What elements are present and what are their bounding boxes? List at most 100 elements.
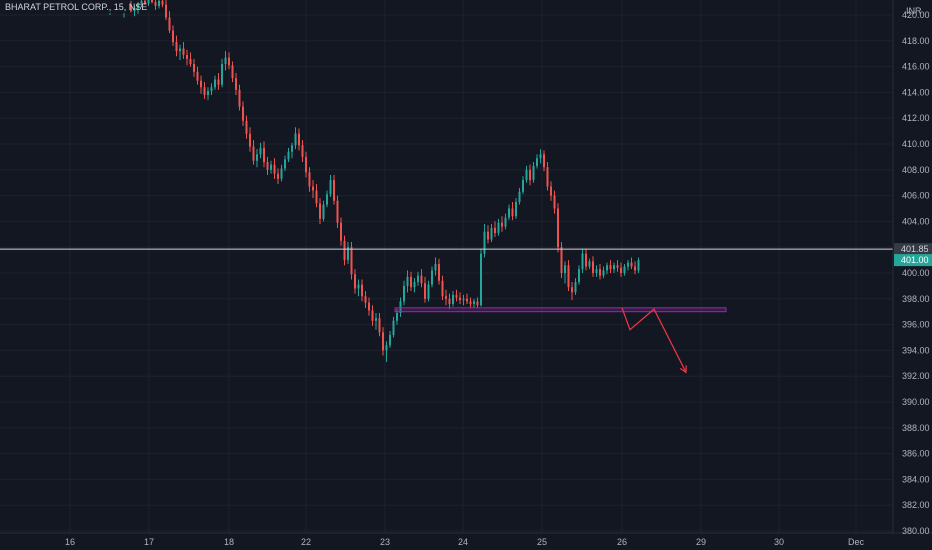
candle[interactable] xyxy=(417,271,419,286)
candle[interactable] xyxy=(560,242,563,279)
candle[interactable] xyxy=(550,181,552,201)
price-axis[interactable]: 420.00 418.00 416.00 414.00 412.00 410.00 408.… xyxy=(902,10,930,536)
candle[interactable] xyxy=(224,51,227,71)
candle[interactable] xyxy=(231,61,234,83)
candle[interactable] xyxy=(200,75,202,94)
candle[interactable] xyxy=(476,297,479,308)
candle[interactable] xyxy=(133,5,136,17)
candle[interactable] xyxy=(343,235,346,266)
candle[interactable] xyxy=(263,141,265,168)
candle[interactable] xyxy=(497,218,500,236)
candle[interactable] xyxy=(483,223,486,258)
candle[interactable] xyxy=(410,271,412,292)
candle[interactable] xyxy=(480,248,482,307)
candle[interactable] xyxy=(637,257,640,273)
candle[interactable] xyxy=(333,174,335,205)
candle[interactable] xyxy=(473,298,475,308)
candle[interactable] xyxy=(609,260,612,273)
candle[interactable] xyxy=(214,75,216,90)
candle[interactable] xyxy=(284,155,286,172)
candle[interactable] xyxy=(571,282,573,301)
candle[interactable] xyxy=(557,203,559,253)
candle[interactable] xyxy=(522,176,524,195)
candle[interactable] xyxy=(623,263,626,276)
candle[interactable] xyxy=(217,73,220,90)
candle[interactable] xyxy=(616,260,619,272)
candle[interactable] xyxy=(287,147,290,163)
candle[interactable] xyxy=(574,278,577,295)
candle[interactable] xyxy=(452,291,454,307)
candle[interactable] xyxy=(270,160,272,174)
candle[interactable] xyxy=(256,149,258,168)
candle[interactable] xyxy=(613,262,615,273)
candle[interactable] xyxy=(357,279,360,297)
candle[interactable] xyxy=(420,269,423,288)
projection-arrow-path[interactable] xyxy=(621,307,687,373)
candle[interactable] xyxy=(532,162,535,183)
candle[interactable] xyxy=(599,263,601,280)
candle[interactable] xyxy=(392,316,395,338)
candle[interactable] xyxy=(385,341,388,363)
candle[interactable] xyxy=(389,331,391,348)
candle[interactable] xyxy=(144,0,146,5)
candle[interactable] xyxy=(515,198,517,219)
candle[interactable] xyxy=(494,221,496,237)
candle[interactable] xyxy=(319,198,321,224)
candle[interactable] xyxy=(508,204,510,221)
candle[interactable] xyxy=(371,305,374,326)
candle[interactable] xyxy=(130,0,132,13)
candle[interactable] xyxy=(399,297,402,317)
candle[interactable] xyxy=(189,52,192,67)
candle[interactable] xyxy=(186,49,188,66)
candle[interactable] xyxy=(140,0,143,8)
drawing-overlays[interactable] xyxy=(0,248,893,374)
candle[interactable] xyxy=(434,257,437,276)
candle[interactable] xyxy=(347,242,349,264)
candle[interactable] xyxy=(312,180,314,199)
candle[interactable] xyxy=(378,312,381,337)
candle[interactable] xyxy=(438,258,440,285)
candle[interactable] xyxy=(235,73,237,95)
candle[interactable] xyxy=(266,156,269,175)
candle[interactable] xyxy=(459,292,461,304)
candle[interactable] xyxy=(581,248,584,273)
candle[interactable] xyxy=(315,183,318,208)
candle[interactable] xyxy=(578,265,580,285)
candle[interactable] xyxy=(175,35,178,57)
candle[interactable] xyxy=(627,260,629,271)
candle[interactable] xyxy=(518,187,521,205)
candle[interactable] xyxy=(602,266,605,279)
candle[interactable] xyxy=(487,225,489,244)
candle[interactable] xyxy=(406,270,409,293)
candle[interactable] xyxy=(539,149,542,164)
candle[interactable] xyxy=(364,291,367,308)
candle[interactable] xyxy=(354,269,356,294)
candle[interactable] xyxy=(273,158,276,179)
candle[interactable] xyxy=(242,101,244,126)
candle[interactable] xyxy=(553,190,556,214)
candle[interactable] xyxy=(413,278,416,293)
candle[interactable] xyxy=(543,150,545,172)
candle[interactable] xyxy=(245,115,248,139)
candle[interactable] xyxy=(298,128,300,151)
candle[interactable] xyxy=(154,0,157,10)
candle[interactable] xyxy=(511,202,514,221)
candle[interactable] xyxy=(329,174,332,197)
candle[interactable] xyxy=(529,164,531,186)
candle[interactable] xyxy=(151,0,153,4)
candle[interactable] xyxy=(252,140,255,165)
candle[interactable] xyxy=(277,168,279,184)
candle[interactable] xyxy=(403,280,405,306)
candle[interactable] xyxy=(238,84,241,111)
candle[interactable] xyxy=(305,151,307,178)
candle[interactable] xyxy=(196,66,199,85)
candle[interactable] xyxy=(455,289,458,302)
candle[interactable] xyxy=(368,297,370,316)
candle[interactable] xyxy=(361,279,363,302)
candle[interactable] xyxy=(158,0,160,9)
candle[interactable] xyxy=(294,127,297,150)
candle[interactable] xyxy=(445,289,447,306)
candle[interactable] xyxy=(291,142,293,159)
